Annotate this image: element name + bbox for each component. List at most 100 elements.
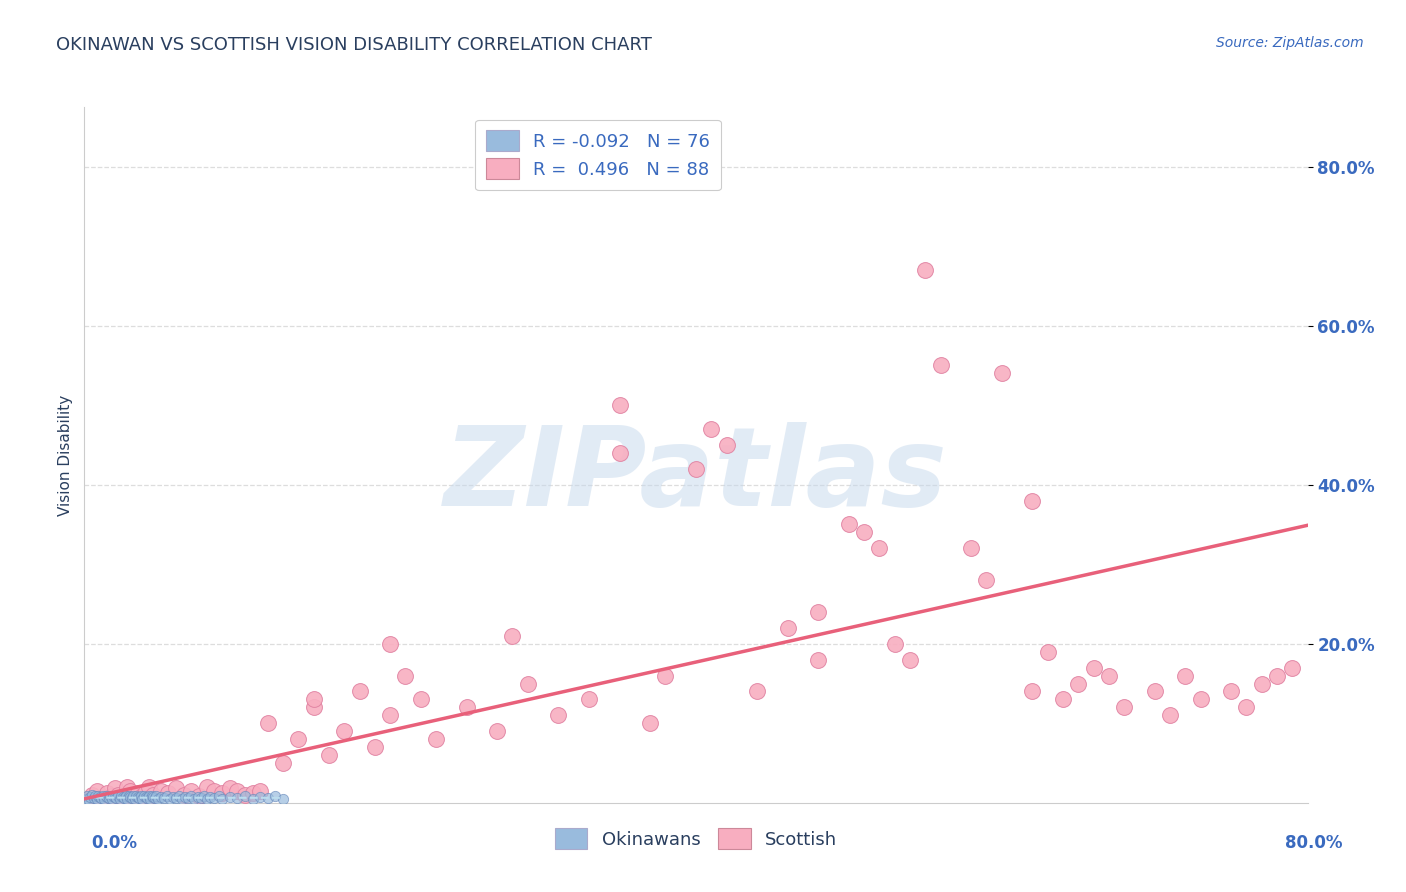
Point	[110, 789, 132, 804]
Point	[135, 784, 157, 798]
Point	[104, 790, 127, 805]
Point	[578, 692, 600, 706]
Text: ZIPatlas: ZIPatlas	[444, 422, 948, 529]
Point	[264, 789, 287, 804]
Point	[257, 791, 280, 805]
Point	[101, 789, 124, 804]
Point	[86, 784, 108, 798]
Point	[1265, 668, 1288, 682]
Point	[425, 732, 447, 747]
Point	[107, 789, 129, 803]
Point	[190, 791, 212, 805]
Point	[112, 791, 135, 805]
Point	[502, 629, 524, 643]
Point	[193, 789, 215, 804]
Point	[167, 789, 190, 804]
Point	[114, 789, 136, 803]
Point	[124, 792, 146, 806]
Point	[380, 637, 402, 651]
Point	[165, 791, 187, 805]
Legend: Okinawans, Scottish: Okinawans, Scottish	[547, 822, 845, 856]
Point	[198, 790, 221, 805]
Point	[1021, 493, 1043, 508]
Point	[108, 792, 131, 806]
Point	[138, 789, 160, 803]
Point	[249, 790, 271, 805]
Point	[333, 724, 356, 739]
Y-axis label: Vision Disability: Vision Disability	[58, 394, 73, 516]
Point	[202, 791, 225, 805]
Point	[700, 422, 723, 436]
Point	[1281, 660, 1303, 674]
Point	[111, 790, 134, 805]
Point	[1114, 700, 1136, 714]
Point	[456, 700, 478, 714]
Point	[90, 791, 112, 805]
Point	[486, 724, 509, 739]
Point	[349, 684, 371, 698]
Point	[89, 790, 111, 805]
Point	[226, 791, 249, 805]
Point	[1052, 692, 1074, 706]
Point	[202, 784, 225, 798]
Point	[75, 792, 97, 806]
Point	[132, 789, 155, 804]
Point	[242, 792, 264, 806]
Text: 80.0%: 80.0%	[1285, 834, 1343, 852]
Point	[84, 789, 107, 803]
Point	[111, 790, 134, 805]
Point	[93, 792, 115, 806]
Point	[173, 788, 195, 802]
Point	[80, 788, 103, 802]
Point	[139, 792, 162, 806]
Point	[991, 367, 1014, 381]
Point	[807, 605, 830, 619]
Point	[122, 789, 145, 803]
Point	[226, 784, 249, 798]
Point	[101, 792, 124, 806]
Point	[162, 790, 184, 805]
Point	[1250, 676, 1272, 690]
Point	[142, 790, 165, 805]
Point	[853, 525, 876, 540]
Point	[80, 788, 103, 802]
Point	[287, 732, 309, 747]
Point	[83, 791, 105, 805]
Point	[120, 790, 142, 805]
Point	[122, 788, 145, 802]
Point	[103, 789, 125, 804]
Point	[1143, 684, 1166, 698]
Point	[960, 541, 983, 556]
Point	[131, 792, 153, 806]
Point	[242, 786, 264, 800]
Point	[747, 684, 769, 698]
Point	[98, 789, 121, 803]
Point	[183, 792, 205, 806]
Point	[127, 786, 149, 800]
Point	[609, 398, 631, 412]
Point	[79, 790, 101, 805]
Point	[716, 438, 738, 452]
Point	[131, 789, 153, 804]
Point	[898, 653, 921, 667]
Point	[929, 359, 952, 373]
Point	[87, 789, 110, 804]
Point	[188, 789, 211, 804]
Point	[91, 789, 114, 803]
Point	[394, 668, 416, 682]
Point	[180, 784, 202, 798]
Text: 0.0%: 0.0%	[91, 834, 138, 852]
Point	[89, 792, 111, 806]
Point	[211, 786, 233, 800]
Point	[914, 263, 936, 277]
Point	[153, 791, 176, 805]
Point	[218, 790, 240, 805]
Point	[1174, 668, 1197, 682]
Point	[364, 740, 387, 755]
Point	[177, 791, 200, 805]
Point	[654, 668, 676, 682]
Point	[127, 790, 149, 805]
Point	[157, 786, 180, 800]
Point	[125, 789, 148, 804]
Point	[609, 446, 631, 460]
